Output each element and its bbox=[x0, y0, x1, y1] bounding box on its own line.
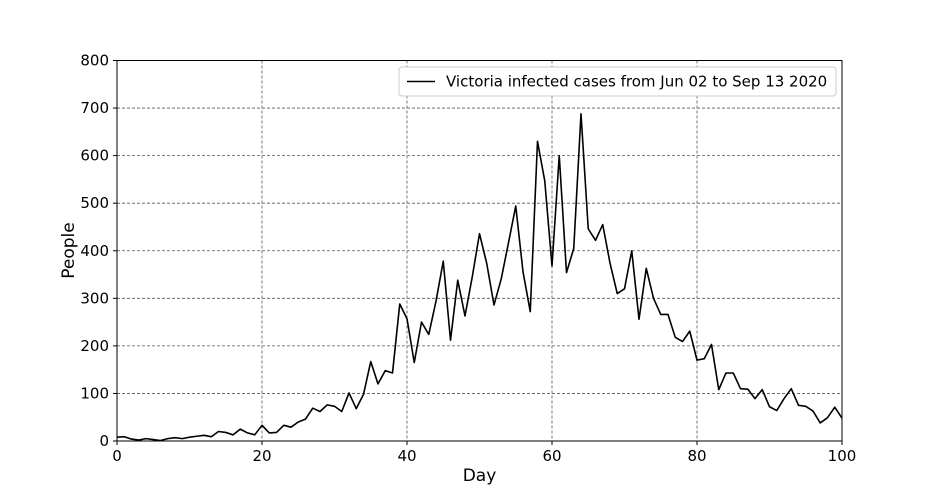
y-tick-label: 600 bbox=[80, 147, 109, 165]
x-tick-label: 60 bbox=[542, 447, 561, 465]
series-line-victoria bbox=[116, 112, 843, 442]
series-layer bbox=[116, 112, 843, 442]
legend-label: Victoria infected cases from Jun 02 to S… bbox=[446, 73, 827, 91]
x-axis-title: Day bbox=[463, 466, 497, 486]
x-tick-label: 100 bbox=[828, 447, 857, 465]
grid-lines bbox=[117, 60, 842, 441]
legend: Victoria infected cases from Jun 02 to S… bbox=[398, 66, 837, 97]
y-axis-title: People bbox=[59, 222, 79, 278]
x-tick-label: 20 bbox=[252, 447, 271, 465]
y-tick-label: 0 bbox=[99, 432, 109, 450]
y-tick-label: 200 bbox=[80, 337, 109, 355]
x-tick-label: 0 bbox=[112, 447, 122, 465]
x-tick-label: 80 bbox=[687, 447, 706, 465]
y-tick-label: 500 bbox=[80, 194, 109, 212]
y-tick-label: 800 bbox=[80, 52, 109, 70]
y-tick-label: 100 bbox=[80, 384, 109, 402]
legend-box bbox=[398, 66, 837, 97]
x-axis: 0 20 40 60 80 100 bbox=[112, 441, 856, 465]
y-tick-label: 300 bbox=[80, 289, 109, 307]
y-tick-label: 400 bbox=[80, 242, 109, 260]
y-axis: 0 100 200 300 400 500 600 700 800 bbox=[80, 52, 117, 450]
y-tick-label: 700 bbox=[80, 99, 109, 117]
x-tick-label: 40 bbox=[397, 447, 416, 465]
